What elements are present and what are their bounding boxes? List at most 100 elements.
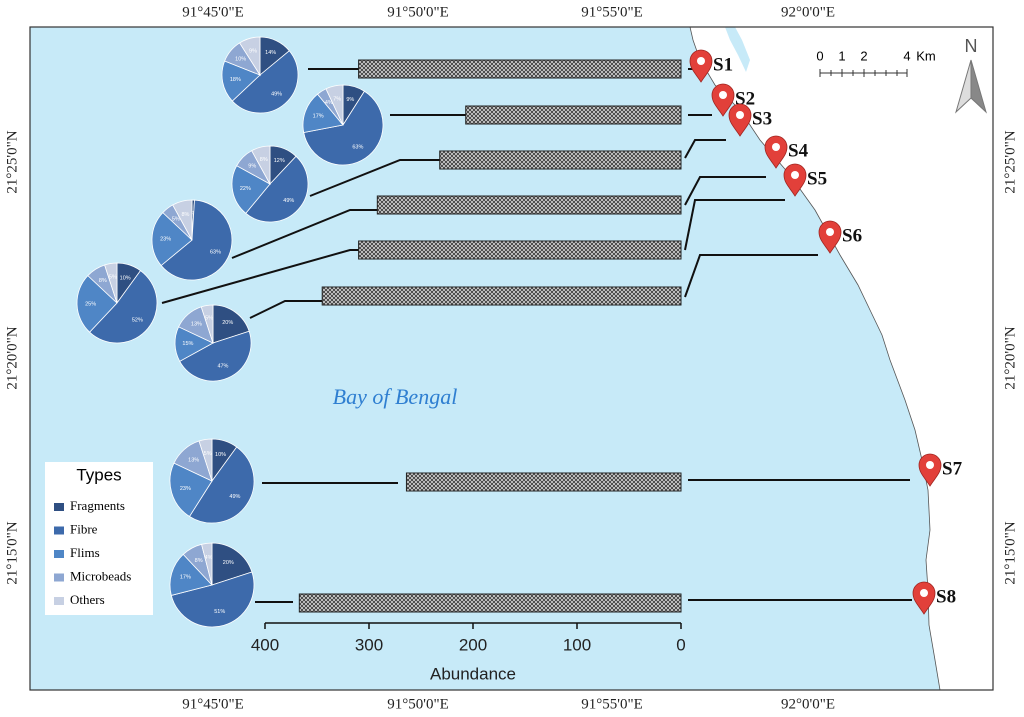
pie-label: 8% <box>195 558 203 564</box>
lon-label: 91°45'0"E <box>182 4 244 20</box>
x-axis-label: Abundance <box>430 664 516 683</box>
pie-label: 12% <box>274 158 285 164</box>
scale-label: Km <box>916 48 936 63</box>
bar <box>465 105 682 125</box>
pie-slice <box>251 145 271 185</box>
pie-label: 51% <box>214 609 225 615</box>
lat-label: 21°25'0"N <box>1002 130 1018 193</box>
connectors <box>161 68 912 603</box>
pie-label: 14% <box>265 50 276 56</box>
pie-slice <box>160 199 233 281</box>
station-pin-dot <box>736 111 744 119</box>
pie-slice <box>239 36 261 77</box>
north-label: N <box>965 36 978 56</box>
lat-label: 21°15'0"N <box>1002 521 1018 584</box>
sea-label: Bay of Bengal <box>333 384 458 409</box>
scale-label: 0 <box>816 48 823 63</box>
pie-label: 22% <box>240 186 251 192</box>
pie-slice <box>303 90 384 166</box>
pie-label: 10% <box>120 275 131 281</box>
station-pin-dot <box>926 461 934 469</box>
lon-label: 92°0'0"E <box>781 4 835 20</box>
pie-label: 17% <box>180 575 191 581</box>
pie-slice <box>170 571 255 628</box>
pie-label: 1% <box>189 211 197 217</box>
pie-label: 5% <box>172 217 180 223</box>
scale-label: 2 <box>860 48 867 63</box>
station-label: S7 <box>942 458 963 479</box>
pie-label: 49% <box>283 198 294 204</box>
pie-label: 20% <box>223 560 234 566</box>
station-pin <box>818 220 842 254</box>
lon-label: 92°0'0"E <box>781 696 835 712</box>
legend-label: Others <box>70 592 105 607</box>
pie-label: 9% <box>249 48 257 54</box>
lat-label: 21°15'0"N <box>4 521 20 584</box>
pie-slice <box>212 304 250 344</box>
pie-slice <box>201 542 213 586</box>
pie-label: 23% <box>180 486 191 492</box>
bar <box>321 286 682 306</box>
north-arrow: N <box>955 36 987 114</box>
pie-label: 25% <box>85 301 96 307</box>
pie-label: 52% <box>132 317 143 323</box>
pie-label: 20% <box>222 320 233 326</box>
station-label: S3 <box>752 108 772 129</box>
station-pin-dot <box>772 143 780 151</box>
pie-label: 49% <box>271 91 282 97</box>
legend-title: Types <box>76 465 121 484</box>
pie-label: 8% <box>99 278 107 284</box>
pie-label: 10% <box>235 56 246 62</box>
scale-label: 1 <box>838 48 845 63</box>
station-pin-dot <box>826 228 834 236</box>
pie-label: 4% <box>325 100 333 106</box>
legend-box <box>45 462 153 615</box>
pie-label: 13% <box>188 458 199 464</box>
pie-slice <box>89 270 158 344</box>
station-label: S1 <box>713 54 733 75</box>
station-label: S5 <box>807 168 827 189</box>
pie-label: 4% <box>205 555 213 561</box>
pie-label: 63% <box>210 249 221 255</box>
legend-swatch <box>54 597 64 605</box>
legend-label: Fibre <box>70 521 98 536</box>
lat-label: 21°20'0"N <box>4 326 20 389</box>
pie-slice <box>188 446 255 524</box>
station-pin <box>764 135 788 169</box>
pie-slice <box>151 212 193 267</box>
pie-slice <box>211 542 253 586</box>
pie-slice <box>245 155 309 223</box>
pie-label: 8% <box>181 212 189 218</box>
pie-label: 63% <box>352 144 363 150</box>
station-pin <box>689 49 713 83</box>
lon-label: 91°50'0"E <box>387 696 449 712</box>
pie-label: 5% <box>205 316 213 322</box>
station-pin <box>783 163 807 197</box>
x-tick-label: 200 <box>459 635 487 654</box>
lon-label: 91°55'0"E <box>581 4 643 20</box>
bar <box>298 593 682 613</box>
station-pin-dot <box>697 57 705 65</box>
lon-label: 91°50'0"E <box>387 4 449 20</box>
pie-slice <box>302 93 344 133</box>
station-label: S6 <box>842 225 862 246</box>
pie-label: 8% <box>260 157 268 163</box>
pie-label: 9% <box>248 164 256 170</box>
scale-label: 4 <box>903 48 910 63</box>
legend-swatch <box>54 573 64 582</box>
pie-label: 47% <box>217 363 228 369</box>
legend-label: Fragments <box>70 498 125 513</box>
station-pin <box>918 453 942 487</box>
bar <box>439 150 682 170</box>
bar <box>358 59 682 79</box>
legend-swatch <box>54 503 64 511</box>
bar <box>376 195 682 215</box>
x-tick-label: 0 <box>676 635 685 654</box>
pie-slice <box>172 199 193 241</box>
pie-label: 5% <box>204 451 212 457</box>
legend-label: Microbeads <box>70 568 131 583</box>
map-frame <box>29 26 994 691</box>
station-pin-dot <box>791 171 799 179</box>
pie-slice <box>325 84 344 126</box>
